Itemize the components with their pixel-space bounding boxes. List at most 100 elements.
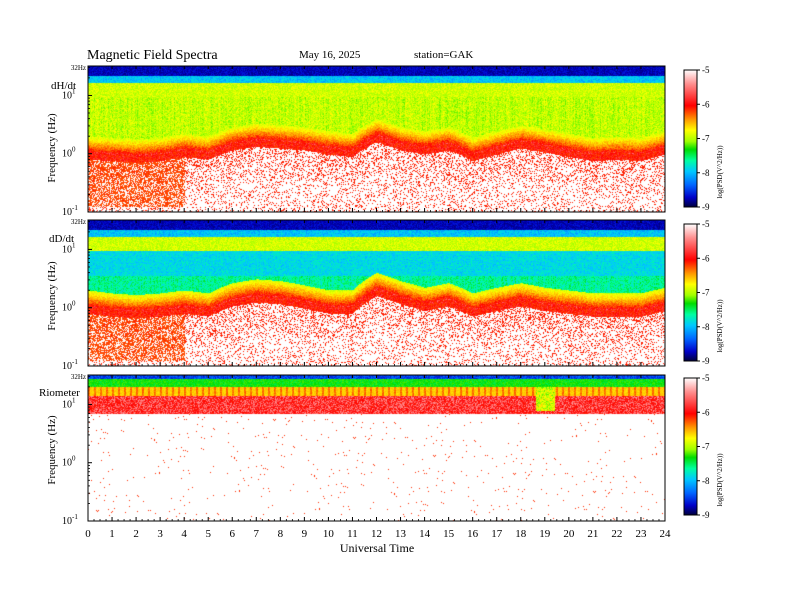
x-tick-label: 14 <box>419 528 431 540</box>
figure-date: May 16, 2025 <box>299 49 361 61</box>
colorbar-riometer-label: log(PSD(V^2/Hz)) <box>716 453 724 507</box>
x-tick-label: 13 <box>395 528 407 540</box>
colorbar-dhdt <box>683 69 698 208</box>
y-tick-exp: 1 <box>72 241 76 249</box>
x-tick-label: 23 <box>635 528 647 540</box>
colorbar-tick-label: -5 <box>702 219 710 229</box>
y-tick-label: 32Hz <box>71 64 86 72</box>
y-tick-exp: 1 <box>72 87 76 95</box>
x-tick-label: 18 <box>515 528 527 540</box>
colorbar-dhdt-label: log(PSD(V^2/Hz)) <box>716 145 724 199</box>
colorbar-tick-label: -6 <box>702 407 710 417</box>
x-tick-label: 10 <box>323 528 335 540</box>
colorbar-dddt-label: log(PSD(V^2/Hz)) <box>716 299 724 353</box>
colorbar-tick-label: -5 <box>702 373 710 383</box>
x-tick-label: 12 <box>371 528 382 540</box>
panel-riometer-xticks <box>87 375 666 521</box>
y-tick-exp: 0 <box>72 146 76 154</box>
panel-riometer-label: Riometer <box>39 387 80 399</box>
x-tick-label: 7 <box>254 528 260 540</box>
y-tick-exp: 1 <box>72 396 76 404</box>
colorbar-tick-label: -7 <box>702 442 710 452</box>
y-tick-base: 10 <box>62 149 72 160</box>
y-tick-label: 10-1 <box>62 358 78 372</box>
x-tick-label: 17 <box>491 528 503 540</box>
x-tick-label: 8 <box>278 528 284 540</box>
x-axis-tick-labels: 0 1 2 3 4 5 6 7 8 9 10 11 12 13 14 15 16 17 18 19 20 21 22 23 24 <box>85 528 671 540</box>
y-tick-exp: 0 <box>72 455 76 463</box>
colorbar-tick-label: -9 <box>702 202 710 212</box>
x-tick-label: 0 <box>85 528 91 540</box>
y-tick-exp: -1 <box>72 358 78 366</box>
y-tick-label: 10-1 <box>62 513 78 527</box>
spectrogram-dhdt-area <box>88 66 665 212</box>
x-tick-label: 3 <box>157 528 163 540</box>
colorbar-tick-label: -7 <box>702 134 710 144</box>
x-tick-label: 15 <box>443 528 455 540</box>
y-tick-label: 100 <box>62 300 76 314</box>
x-tick-label: 22 <box>611 528 622 540</box>
figure-station: station=GAK <box>414 49 473 61</box>
panel-dddt-xticks <box>87 220 666 366</box>
y-tick-label: 32Hz <box>71 373 86 381</box>
spectrogram-riometer-area <box>88 375 665 521</box>
y-tick-base: 10 <box>62 303 72 314</box>
y-tick-base: 10 <box>62 90 72 101</box>
y-tick-exp: 0 <box>72 300 76 308</box>
panel-dhdt-ylabel: Frequency (Hz) <box>46 113 58 183</box>
y-tick-base: 10 <box>62 207 72 218</box>
y-tick-base: 10 <box>62 244 72 255</box>
figure-title: Magnetic Field Spectra <box>87 48 218 63</box>
colorbar-dddt-ticks: -5 -6 -7 -8 -9 <box>697 219 710 366</box>
x-tick-label: 24 <box>660 528 672 540</box>
colorbar-riometer <box>683 377 698 516</box>
x-tick-label: 9 <box>302 528 308 540</box>
y-tick-base: 10 <box>62 458 72 469</box>
colorbar-tick-label: -8 <box>702 476 710 486</box>
y-tick-label: 101 <box>62 241 76 255</box>
x-tick-label: 4 <box>181 528 187 540</box>
y-tick-label: 100 <box>62 146 76 160</box>
panel-dddt-ylabel: Frequency (Hz) <box>46 261 58 331</box>
spectrogram-dddt-area <box>88 220 665 366</box>
panel-riometer-ylabel: Frequency (Hz) <box>46 415 58 485</box>
colorbar-tick-label: -8 <box>702 322 710 332</box>
x-tick-label: 19 <box>539 528 551 540</box>
x-tick-label: 16 <box>467 528 479 540</box>
y-tick-exp: -1 <box>72 204 78 212</box>
y-tick-label: 101 <box>62 87 76 101</box>
y-tick-label: 101 <box>62 396 76 410</box>
x-tick-label: 20 <box>563 528 575 540</box>
spectrogram-riometer <box>88 375 665 521</box>
x-tick-label: 11 <box>347 528 358 540</box>
spectrogram-dhdt <box>88 66 665 212</box>
colorbar-tick-label: -9 <box>702 356 710 366</box>
y-tick-label: 10-1 <box>62 204 78 218</box>
colorbar-riometer-ticks: -5 -6 -7 -8 -9 <box>697 373 710 520</box>
colorbar-dddt <box>683 223 698 362</box>
colorbar-tick-label: -9 <box>702 510 710 520</box>
colorbar-tick-label: -8 <box>702 168 710 178</box>
spectrogram-dddt <box>88 220 665 366</box>
x-axis-label: Universal Time <box>340 541 414 555</box>
x-tick-label: 21 <box>587 528 598 540</box>
panel-dhdt-xticks <box>87 66 666 212</box>
y-tick-base: 10 <box>62 399 72 410</box>
x-tick-label: 1 <box>109 528 115 540</box>
colorbar-tick-label: -6 <box>702 253 710 263</box>
x-tick-label: 6 <box>230 528 236 540</box>
y-tick-base: 10 <box>62 516 72 527</box>
panel-dddt-label: dD/dt <box>49 233 74 245</box>
y-tick-label: 32Hz <box>71 218 86 226</box>
colorbar-dhdt-ticks: -5 -6 -7 -8 -9 <box>697 65 710 212</box>
x-tick-label: 2 <box>133 528 139 540</box>
y-tick-label: 100 <box>62 455 76 469</box>
colorbar-tick-label: -6 <box>702 99 710 109</box>
panel-dhdt-label: dH/dt <box>51 80 76 92</box>
